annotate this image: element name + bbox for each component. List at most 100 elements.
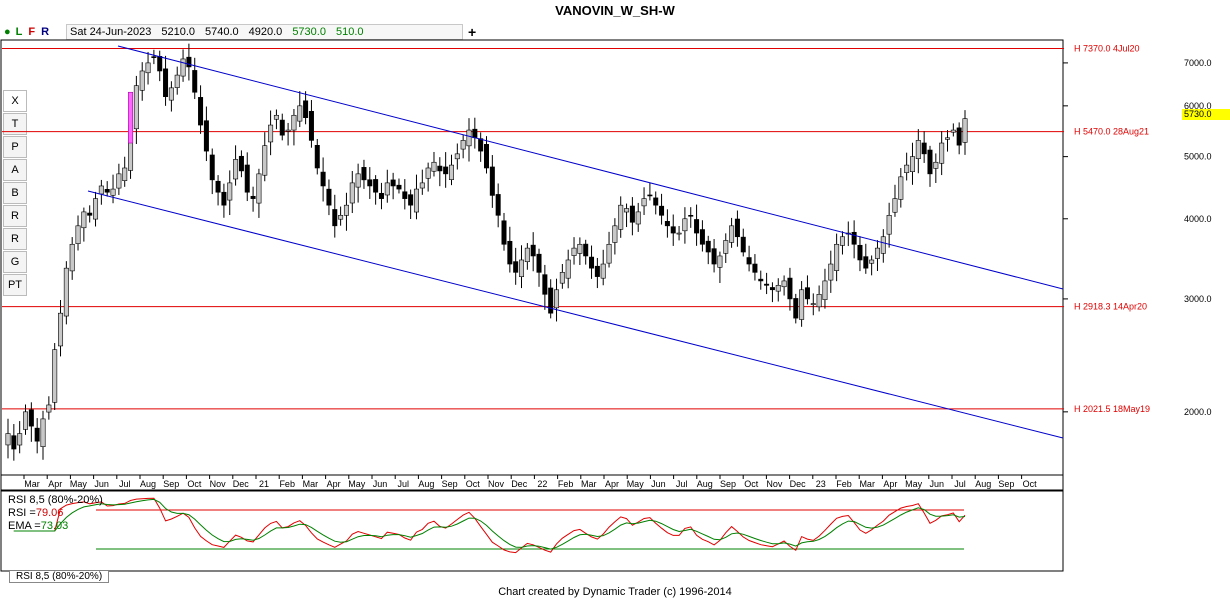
candle-body: [233, 159, 239, 180]
candle-body: [425, 167, 431, 179]
candle-body: [723, 240, 729, 254]
candle-body: [133, 85, 139, 130]
info-close: 5730.0: [292, 26, 326, 38]
parallel-tool[interactable]: P: [3, 136, 27, 158]
chart-title: VANOVIN_W_SH-W: [555, 3, 675, 18]
x-tick-label: 22: [537, 479, 547, 489]
x-tick-label: Oct: [1023, 479, 1038, 489]
trendline-tool[interactable]: T: [3, 113, 27, 135]
rsi-panel-frame: [0, 490, 1064, 572]
candle-body: [448, 164, 454, 180]
candle-body: [408, 194, 414, 206]
mode-f-button[interactable]: F: [28, 26, 36, 38]
candle-body: [63, 267, 69, 317]
candle-body: [664, 221, 670, 227]
x-tick-label: 23: [816, 479, 826, 489]
candle-body: [483, 144, 489, 169]
candle-body: [787, 277, 793, 300]
candle-body: [740, 236, 746, 253]
ratio-tool[interactable]: R: [3, 228, 27, 250]
candle-body: [834, 243, 840, 271]
rsi-value: 79.06: [35, 507, 64, 519]
candle-body: [256, 173, 262, 204]
x-tick-label: Jun: [94, 479, 109, 489]
candle-body: [104, 189, 110, 193]
candle-body: [682, 218, 688, 232]
candle-body: [524, 247, 530, 263]
candle-body: [909, 156, 915, 172]
candle-body: [186, 56, 192, 68]
x-tick-label: Jul: [119, 479, 131, 489]
candle-body: [69, 243, 75, 272]
candle-body: [250, 195, 256, 199]
candle-body: [402, 191, 408, 199]
add-plus-button[interactable]: +: [468, 24, 477, 40]
candle-body: [781, 280, 787, 288]
candle-body: [670, 226, 676, 234]
candle-body: [927, 149, 933, 175]
candle-body: [530, 244, 536, 257]
rsi-legend: RSI 8,5 (80%-20%) RSI =79.06 EMA =73.03: [8, 494, 103, 533]
mode-r-button[interactable]: R: [41, 26, 50, 38]
candle-body: [478, 138, 484, 152]
candle-body: [221, 191, 227, 206]
x-tick-label: Jun: [930, 479, 945, 489]
ema-value: 73.03: [40, 520, 69, 532]
candle-body: [594, 265, 600, 277]
rsi-ema-line: [13, 498, 966, 550]
x-tick-label: Nov: [488, 479, 505, 489]
x-tick-label: Apr: [48, 479, 62, 489]
rsi-tab[interactable]: RSI 8,5 (80%-20%): [9, 571, 110, 583]
x-tick-label: May: [627, 479, 645, 489]
x-tick-label: Mar: [24, 479, 40, 489]
x-tick-label: May: [70, 479, 88, 489]
candle-body: [285, 129, 291, 132]
candle-body: [262, 145, 268, 176]
candle-body: [215, 180, 221, 193]
channel-upper-line: [117, 45, 1064, 290]
gann-tool[interactable]: G: [3, 251, 27, 273]
retracement-tool[interactable]: R: [3, 205, 27, 227]
abc-tool[interactable]: A: [3, 159, 27, 181]
candle-body: [764, 283, 770, 286]
candle-body: [571, 247, 577, 256]
candle-body: [93, 198, 99, 220]
pt-tool[interactable]: PT: [3, 274, 27, 296]
candle-body: [338, 215, 344, 220]
candle-body: [396, 184, 402, 190]
candle-body: [367, 179, 373, 187]
candle-body: [775, 285, 781, 292]
info-date: Sat 24-Jun-2023: [70, 26, 152, 38]
candle-body: [198, 97, 204, 126]
rsi-label: RSI =: [8, 507, 36, 519]
candle-body: [157, 56, 163, 72]
candle-body: [513, 261, 519, 273]
mode-l-button[interactable]: L: [15, 26, 23, 38]
candle-body: [326, 188, 332, 206]
candle-body: [303, 100, 309, 118]
candle-body: [52, 349, 58, 403]
candle-body: [542, 274, 548, 295]
candle-body: [168, 87, 174, 101]
y-tick-label: 2000.0: [1184, 407, 1212, 417]
b-tool[interactable]: B: [3, 182, 27, 204]
y-tick-label: 5000.0: [1184, 152, 1212, 162]
info-low: 4920.0: [248, 26, 283, 38]
candle-body: [17, 433, 23, 446]
x-tick-label: Mar: [303, 479, 319, 489]
candle-body: [443, 166, 449, 175]
candle-body: [390, 179, 396, 187]
candle-body: [454, 153, 460, 160]
candle-body: [332, 209, 338, 227]
candle-body: [583, 243, 589, 257]
close-toolbar-button[interactable]: X: [3, 90, 27, 112]
candle-body: [653, 197, 659, 206]
candle-body: [238, 155, 244, 172]
candle-body: [413, 188, 419, 213]
candle-body: [192, 70, 198, 93]
candle-body: [273, 114, 279, 120]
candle-body: [472, 128, 478, 139]
y-tick-label: 4000.0: [1184, 214, 1212, 224]
x-tick-label: Oct: [187, 479, 202, 489]
